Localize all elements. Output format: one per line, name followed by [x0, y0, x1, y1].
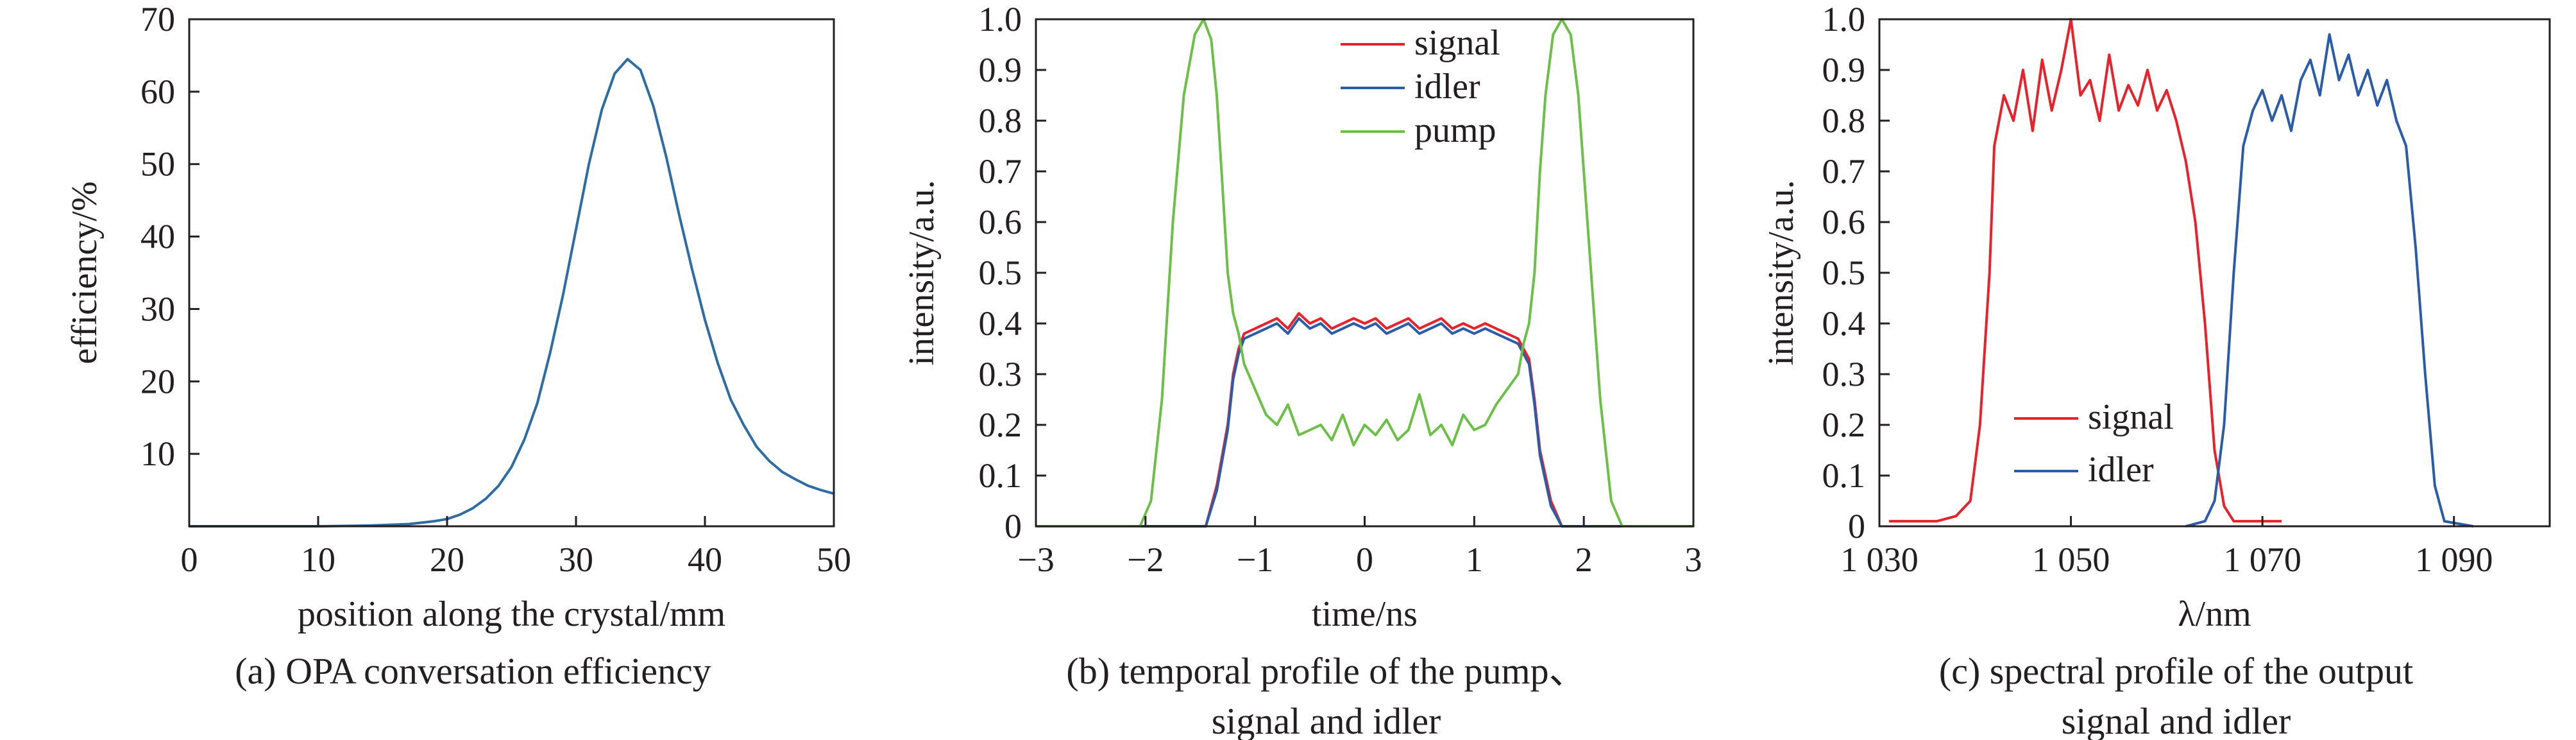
y-tick-label: 0.4 — [979, 304, 1022, 343]
y-tick-label: 0.9 — [1822, 51, 1866, 89]
series-line-idler — [2185, 33, 2473, 528]
y-tick-label: 0.1 — [1822, 456, 1866, 495]
x-axis-label: position along the crystal/mm — [298, 594, 725, 634]
x-tick-label: 30 — [559, 540, 593, 579]
y-axis-label: intensity/a.u. — [902, 180, 942, 365]
y-tick-label: 0.5 — [979, 254, 1022, 292]
y-tick-label: 10 — [140, 435, 175, 473]
x-tick-label: 1 070 — [2223, 540, 2301, 579]
y-tick-label: 1.0 — [979, 0, 1022, 39]
plot-frame — [1035, 18, 1695, 528]
x-tick-label: 10 — [301, 540, 335, 579]
series-line-efficiency — [189, 58, 835, 528]
y-tick-label: 0.7 — [1822, 152, 1866, 191]
chart-caption: signal and idler — [2062, 700, 2291, 740]
legend-label-idler: idler — [1414, 67, 1480, 107]
y-tick-label: 0.7 — [979, 152, 1022, 191]
y-axis-label: efficiency/% — [65, 181, 105, 364]
y-tick-label: 0.3 — [979, 355, 1022, 393]
chart-caption: (b) temporal profile of the pump、 — [1066, 650, 1586, 692]
x-tick-label: −2 — [1127, 540, 1164, 579]
x-tick-label: 0 — [1356, 540, 1373, 579]
x-tick-label: 0 — [181, 540, 198, 579]
chart-efficiency: 0 10 20 30 40 50 10 20 30 40 50 60 70 position along … — [65, 0, 851, 692]
legend-label-signal: signal — [2088, 397, 2174, 437]
x-tick-label: 20 — [430, 540, 464, 579]
y-tick-label: 30 — [140, 289, 175, 328]
y-tick-label: 0.1 — [979, 456, 1022, 495]
y-tick-label: 0.6 — [979, 203, 1022, 241]
y-tick-label: 50 — [140, 145, 175, 184]
legend-label-idler: idler — [2088, 450, 2154, 490]
y-tick-label: 1.0 — [1822, 0, 1866, 39]
x-axis-label: λ/nm — [2178, 594, 2251, 634]
series-line-idler — [1036, 317, 1693, 528]
chart-caption: (c) spectral profile of the output — [1939, 650, 2413, 692]
series-line-signal — [1036, 312, 1693, 528]
y-tick-label: 0.8 — [1822, 101, 1866, 140]
y-tick-label: 0 — [1004, 507, 1022, 546]
y-tick-label: 70 — [140, 0, 175, 39]
chart-caption: signal and idler — [1212, 700, 1441, 740]
x-axis-label: time/ns — [1312, 594, 1418, 634]
y-tick-label: 0.3 — [1822, 355, 1866, 393]
y-tick-label: 0.2 — [1822, 406, 1866, 444]
chart-spectral: 1 030 1 050 1 070 1 090 0 0.1 0.2 0.3 0.4 0.5 0.6 0… — [1761, 0, 2551, 740]
chart-temporal: −3 −2 −1 0 1 2 3 0 0.1 0.2 0.3 0.4 0.5 0.6 0.7 0.8 0.9 1.… — [902, 0, 1702, 740]
x-tick-label: 1 090 — [2415, 540, 2493, 579]
y-tick-label: 20 — [140, 362, 175, 400]
x-tick-label: −3 — [1017, 540, 1054, 579]
x-tick-label: 50 — [817, 540, 851, 579]
chart-caption: (a) OPA conversation efficiency — [235, 650, 711, 692]
y-tick-label: 0.4 — [1822, 304, 1866, 343]
y-tick-label: 0.6 — [1822, 203, 1866, 241]
y-tick-label: 0.2 — [979, 406, 1022, 444]
y-tick-label: 0 — [1848, 507, 1865, 546]
series-line-signal — [1888, 18, 2282, 523]
y-axis-label: intensity/a.u. — [1761, 180, 1801, 365]
x-tick-label: 1 050 — [2032, 540, 2110, 579]
x-tick-label: 1 030 — [1840, 540, 1919, 579]
y-tick-label: 0.8 — [979, 101, 1022, 140]
legend-label-signal: signal — [1414, 23, 1500, 63]
x-tick-label: 3 — [1685, 540, 1702, 579]
y-tick-label: 60 — [140, 73, 175, 111]
y-tick-label: 0.9 — [979, 51, 1022, 89]
plot-frame — [188, 18, 835, 528]
x-tick-label: 2 — [1575, 540, 1593, 579]
y-tick-label: 0.5 — [1822, 254, 1866, 292]
series-line-pump — [1036, 18, 1693, 528]
x-tick-label: 1 — [1466, 540, 1483, 579]
y-tick-label: 40 — [140, 218, 175, 256]
legend-label-pump: pump — [1414, 110, 1496, 150]
x-tick-label: 40 — [688, 540, 722, 579]
x-tick-label: −1 — [1237, 540, 1273, 579]
